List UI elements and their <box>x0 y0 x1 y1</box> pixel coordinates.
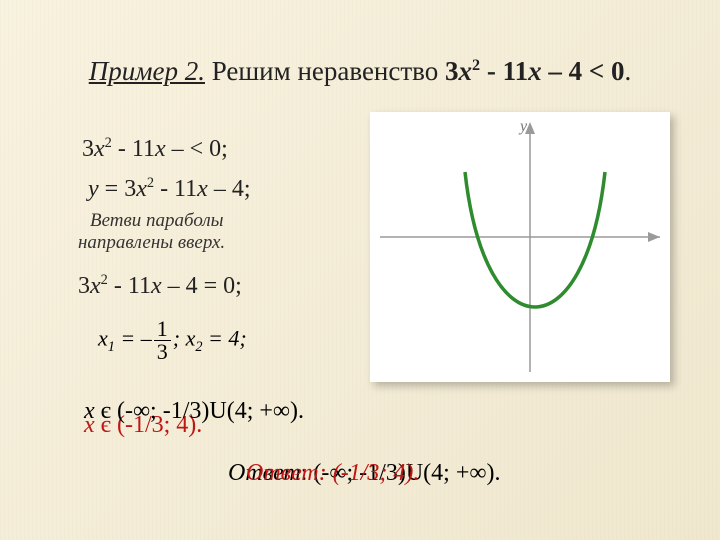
x-axis-arrow <box>648 232 660 242</box>
branch-note-1: Ветви параболы <box>90 210 224 233</box>
parabola-curve <box>465 172 605 307</box>
branch-note-2: направлены вверх. <box>78 232 225 255</box>
plot-svg <box>370 112 670 382</box>
title-text: Решим неравенство <box>205 56 445 86</box>
title: Пример 2. Решим неравенство 3х2 - 11х – … <box>0 56 720 87</box>
title-tail: . <box>624 56 631 86</box>
answer-red: Ответ: (-1/3; 4). <box>246 460 419 487</box>
y-axis-arrow <box>525 122 535 134</box>
equation-line: 3х2 - 11х – 4 = 0; <box>78 272 242 300</box>
inequality-line: 3х2 - 11х – < 0; <box>82 135 228 163</box>
roots-line: x1 = –13; x2 = 4; <box>98 318 247 363</box>
function-line: у = 3х2 - 11х – 4; <box>88 175 251 203</box>
example-label: Пример 2. <box>89 56 205 86</box>
interval-black: х є (-∞; -1/3)U(4; +∞). <box>84 398 304 425</box>
slide: Пример 2. Решим неравенство 3х2 - 11х – … <box>0 0 720 540</box>
interval-overlay: х є (-∞; -1/3)U(4; +∞). х є (-1/3; 4). <box>84 398 304 425</box>
graph-panel: у <box>370 112 670 382</box>
answer-overlay: Ответ: (-∞; -1/3)U(4; +∞). Ответ: (-1/3;… <box>228 460 500 487</box>
title-expr: 3х2 - 11х – 4 < 0 <box>445 56 625 86</box>
